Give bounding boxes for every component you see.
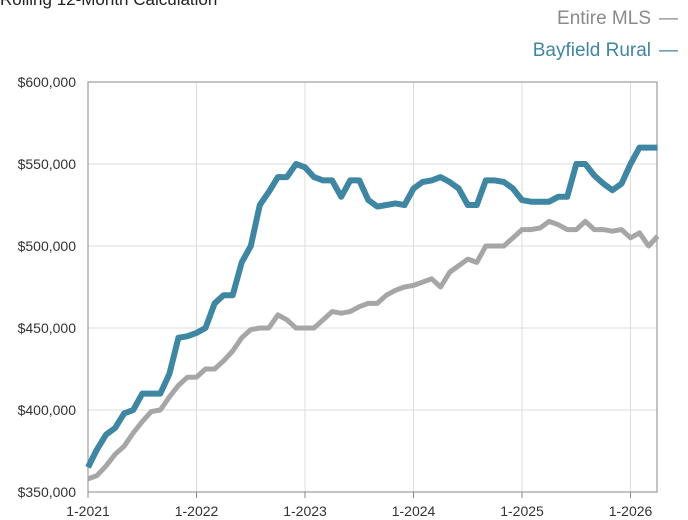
y-tick-label: $450,000 [18, 320, 77, 336]
y-tick-label: $400,000 [18, 402, 77, 418]
x-tick-label: 1-2023 [283, 503, 327, 519]
legend-item-bayfield-rural: Bayfield Rural — [533, 40, 678, 62]
series-line-entire-mls [87, 218, 660, 482]
legend-label: Entire MLS [557, 8, 651, 29]
chart-title: Rolling 12-Month Calculation [0, 0, 217, 10]
series-line-bayfield-rural [85, 144, 658, 469]
y-tick-label: $550,000 [18, 156, 77, 172]
plot-frame [87, 81, 658, 493]
legend-line-icon: — [659, 8, 678, 29]
x-tick-label: 1-2021 [66, 503, 110, 519]
x-tick-label: 1-2024 [392, 503, 436, 519]
y-tick-label: $500,000 [18, 238, 77, 254]
y-tick-label: $600,000 [18, 74, 77, 90]
x-tick-label: 1-2022 [175, 503, 219, 519]
legend-item-entire-mls: Entire MLS — [557, 8, 678, 30]
x-tick-label: 1-2025 [500, 503, 544, 519]
y-tick-label: $350,000 [18, 484, 77, 500]
x-tick-label: 1-2026 [609, 503, 653, 519]
legend-line-icon: — [659, 40, 678, 61]
legend-label: Bayfield Rural [532, 40, 651, 61]
